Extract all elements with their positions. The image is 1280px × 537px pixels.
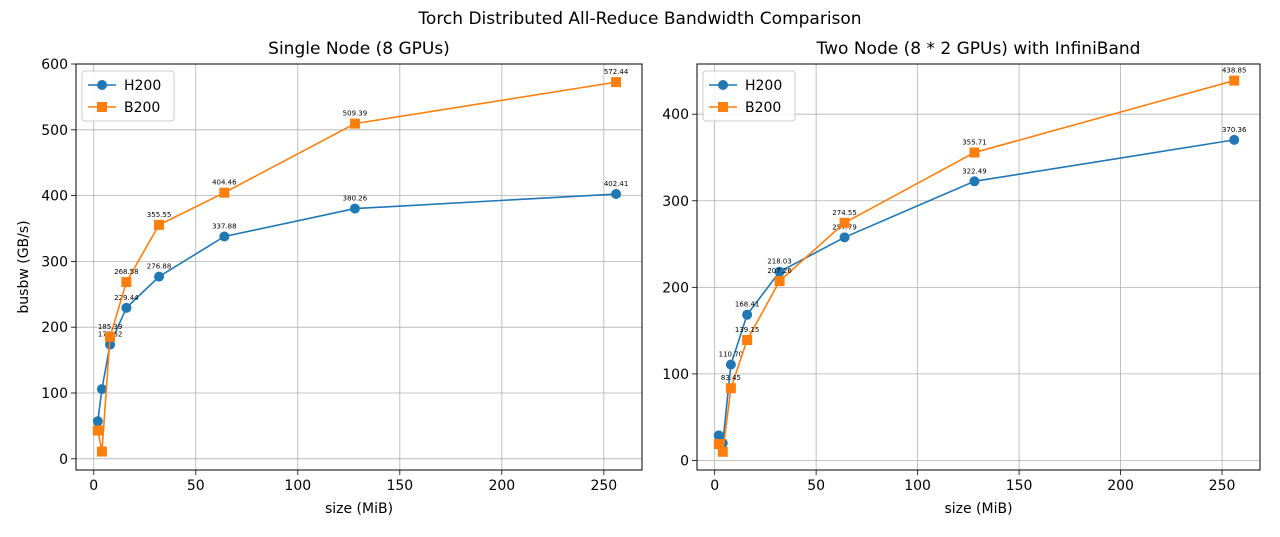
data-label: 572.44 — [604, 68, 629, 76]
data-label: 402.41 — [604, 180, 629, 188]
y-tick-label: 0 — [680, 453, 689, 469]
data-point-h200 — [969, 176, 980, 187]
data-point-h200 — [742, 309, 753, 320]
data-point-h200 — [219, 231, 230, 242]
chart-single-node: 0 50 100 150 200 250 0 100 200 300 400 500 600 Single… — [16, 39, 643, 517]
y-tick-label: 100 — [662, 367, 689, 383]
x-tick-label: 100 — [284, 478, 311, 494]
x-tick-label: 50 — [807, 478, 825, 494]
y-tick-label: 400 — [662, 107, 689, 123]
y-axis-label: busbw (GB/s) — [16, 220, 32, 313]
y-tick-label: 300 — [41, 254, 68, 270]
x-tick-label: 200 — [488, 478, 515, 494]
data-label: 337.88 — [212, 222, 237, 230]
data-label: 268.58 — [114, 268, 139, 276]
data-label: 218.03 — [767, 258, 792, 266]
data-point-b200 — [96, 446, 107, 457]
y-tick-label: 300 — [662, 194, 689, 210]
data-point-h200 — [713, 430, 724, 441]
data-point-b200 — [725, 383, 736, 394]
data-label: 322.49 — [962, 167, 987, 175]
legend-label-h200: H200 — [745, 78, 782, 94]
data-label: 370.36 — [1222, 126, 1247, 134]
data-point-b200 — [717, 446, 728, 457]
x-tick-label: 250 — [590, 478, 617, 494]
plot-frame — [696, 63, 1261, 471]
data-point-b200 — [121, 277, 132, 288]
data-point-b200 — [611, 77, 622, 88]
x-tick-label: 0 — [89, 478, 98, 494]
x-tick-label: 100 — [904, 478, 931, 494]
data-point-b200 — [969, 147, 980, 158]
data-point-b200 — [219, 187, 230, 198]
legend-label-b200: B200 — [124, 100, 160, 116]
figure-title: Torch Distributed All-Reduce Bandwidth C… — [417, 9, 861, 29]
data-label: 110.70 — [719, 351, 744, 359]
chart-title: Single Node (8 GPUs) — [268, 39, 450, 59]
legend-label-h200: H200 — [124, 78, 161, 94]
data-point-b200 — [839, 217, 850, 228]
data-point-b200 — [349, 118, 360, 129]
data-point-b200 — [1229, 75, 1240, 86]
data-point-b200 — [154, 219, 165, 230]
x-tick-label: 0 — [710, 478, 719, 494]
data-label: 139.15 — [735, 326, 760, 334]
series-line-b200 — [718, 79, 1235, 455]
x-axis-label: size (MiB) — [325, 501, 393, 517]
plot-frame — [75, 63, 643, 471]
data-label: 83.45 — [721, 374, 741, 382]
legend-marker-h200 — [718, 80, 728, 90]
data-label: 404.46 — [212, 179, 237, 187]
data-point-b200 — [774, 276, 785, 287]
data-point-h200 — [774, 266, 785, 277]
y-tick-label: 200 — [41, 320, 68, 336]
y-tick-label: 600 — [41, 57, 68, 73]
data-point-b200 — [713, 439, 724, 450]
data-label: 355.55 — [147, 211, 172, 219]
data-point-h200 — [349, 203, 360, 214]
legend-marker-h200 — [97, 80, 107, 90]
data-point-h200 — [96, 384, 107, 395]
x-tick-label: 50 — [187, 478, 205, 494]
data-label: 274.55 — [832, 209, 857, 217]
data-label: 168.41 — [735, 301, 760, 309]
data-label: 438.85 — [1222, 67, 1247, 75]
data-point-h200 — [1229, 134, 1240, 145]
x-tick-label: 250 — [1209, 478, 1236, 494]
data-point-h200 — [611, 189, 622, 200]
y-tick-label: 100 — [41, 386, 68, 402]
legend-marker-b200 — [97, 102, 107, 112]
x-tick-label: 200 — [1107, 478, 1134, 494]
y-tick-label: 400 — [41, 189, 68, 205]
data-point-h200 — [839, 232, 850, 243]
chart-two-node: 0 50 100 150 200 250 0 100 200 300 400 Two Node (8 … — [662, 39, 1261, 517]
data-label: 509.39 — [343, 110, 368, 118]
x-axis-label: size (MiB) — [944, 501, 1012, 517]
data-point-b200 — [742, 335, 753, 346]
series-line-h200 — [718, 139, 1235, 446]
chart-title: Two Node (8 * 2 GPUs) with InfiniBand — [816, 39, 1141, 59]
data-label: 185.39 — [98, 323, 123, 331]
data-label: 207.26 — [767, 267, 792, 275]
data-label: 355.71 — [962, 139, 987, 147]
legend-label-b200: B200 — [745, 100, 781, 116]
series-line-b200 — [97, 81, 617, 452]
data-point-h200 — [121, 302, 132, 313]
series-line-h200 — [97, 193, 617, 422]
data-point-b200 — [105, 331, 116, 342]
y-tick-label: 0 — [59, 452, 68, 468]
data-point-b200 — [92, 425, 103, 436]
data-point-h200 — [92, 416, 103, 427]
x-tick-label: 150 — [1006, 478, 1033, 494]
data-label: 380.26 — [343, 195, 368, 203]
data-label: 276.88 — [147, 263, 172, 271]
y-tick-label: 500 — [41, 123, 68, 139]
data-label: 229.44 — [114, 294, 139, 302]
data-point-h200 — [725, 359, 736, 370]
x-tick-label: 150 — [386, 478, 413, 494]
legend-marker-b200 — [718, 102, 728, 112]
data-point-h200 — [154, 271, 165, 282]
y-tick-label: 200 — [662, 280, 689, 296]
